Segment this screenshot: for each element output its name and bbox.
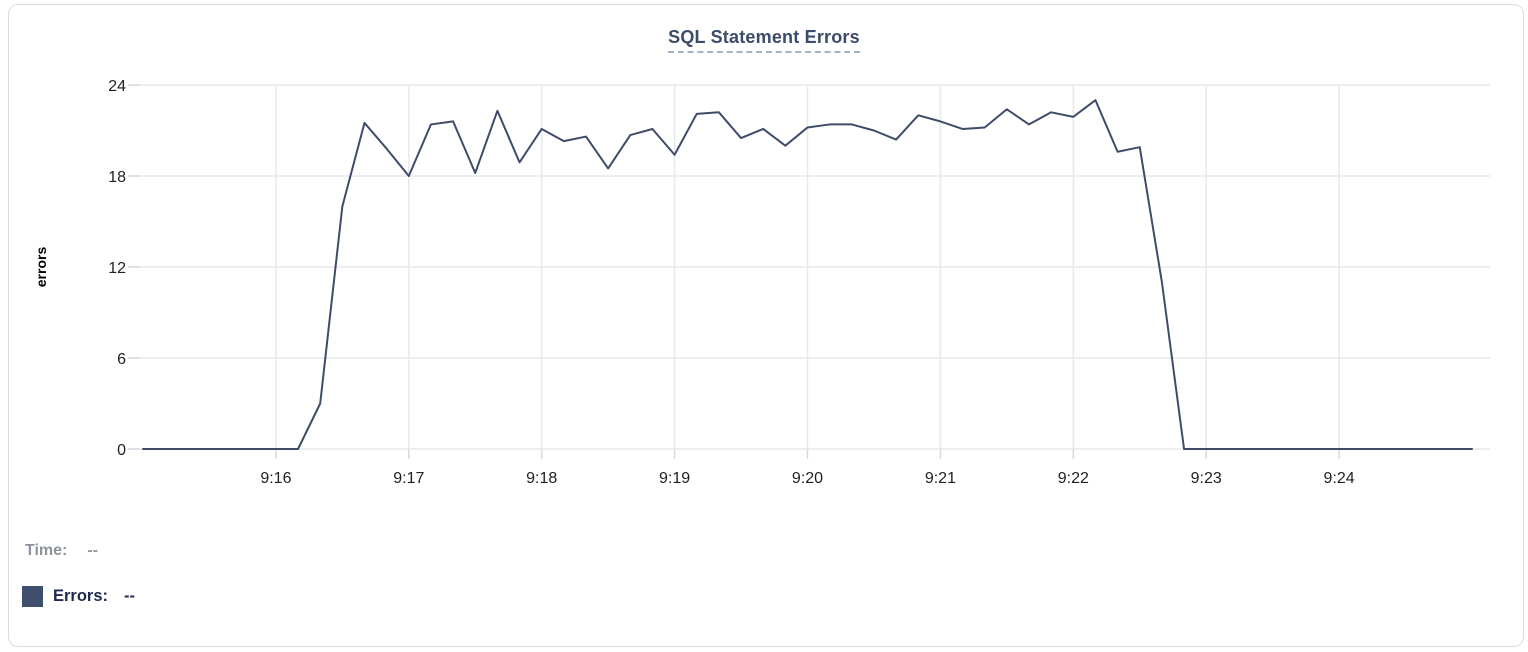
svg-text:9:19: 9:19 bbox=[659, 470, 690, 487]
time-label: Time: bbox=[25, 542, 68, 559]
svg-text:9:16: 9:16 bbox=[260, 470, 291, 487]
errors-line-chart[interactable]: 0 6 12 18 24 9:16 9:17 9:18 9:19 9:20 9:21 9:22 9:23… bbox=[0, 0, 1528, 512]
chart-card bbox=[8, 4, 1524, 647]
chart-header: SQL Statement Errors bbox=[0, 27, 1528, 53]
svg-text:errors: errors bbox=[33, 247, 49, 288]
svg-text:12: 12 bbox=[108, 260, 126, 277]
svg-text:9:23: 9:23 bbox=[1191, 470, 1222, 487]
svg-text:9:20: 9:20 bbox=[792, 470, 823, 487]
svg-text:9:18: 9:18 bbox=[526, 470, 557, 487]
tooltip-time-row: Time: -- bbox=[25, 542, 98, 560]
errors-series-label: Errors: bbox=[53, 587, 109, 605]
errors-series-value: -- bbox=[124, 587, 136, 605]
svg-text:24: 24 bbox=[108, 78, 126, 95]
svg-text:0: 0 bbox=[117, 442, 126, 459]
svg-text:9:24: 9:24 bbox=[1324, 470, 1355, 487]
chart-title[interactable]: SQL Statement Errors bbox=[668, 27, 860, 53]
svg-text:9:22: 9:22 bbox=[1058, 470, 1089, 487]
svg-text:9:21: 9:21 bbox=[925, 470, 956, 487]
svg-text:18: 18 bbox=[108, 169, 126, 186]
errors-series-swatch bbox=[22, 586, 43, 607]
svg-text:9:17: 9:17 bbox=[393, 470, 424, 487]
svg-text:6: 6 bbox=[117, 351, 126, 368]
time-value: -- bbox=[87, 542, 99, 559]
legend-errors-row[interactable]: Errors: -- bbox=[22, 586, 135, 607]
